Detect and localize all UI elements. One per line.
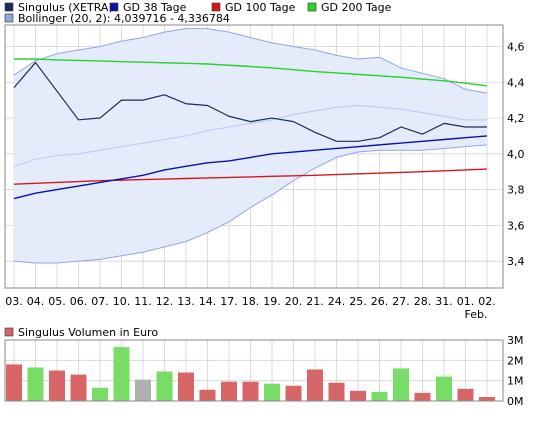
x-tick-label: 03.: [5, 295, 23, 308]
singulus-price-line: [14, 58, 488, 87]
plot-border: [4, 24, 504, 289]
x-tick-label: 25.: [349, 295, 367, 308]
volume-bar: [27, 367, 44, 401]
volume-bar: [70, 374, 87, 401]
volume-bar: [371, 391, 388, 401]
volume-bar: [393, 368, 409, 401]
x-tick-label: 28.: [414, 295, 432, 308]
legend-swatch: [4, 327, 14, 337]
volume-bar: [328, 382, 345, 401]
volume-bar: [178, 372, 194, 401]
volume-bar: [436, 376, 452, 401]
x-tick-label: 13.: [177, 295, 195, 308]
volume-plot-frame: [4, 339, 504, 402]
volume-tick-label: 3M: [507, 334, 524, 347]
volume-bar: [457, 388, 474, 401]
x-tick-label: 01.: [457, 295, 475, 308]
x-tick-label: 21.: [306, 295, 324, 308]
price-axis: 3,4 3,6 3,8 4,0 4,2 4,4 4,6: [507, 40, 525, 268]
y-tick-label: 4,2: [507, 112, 525, 125]
gd200-line: [13, 61, 487, 142]
volume-bar: [242, 381, 259, 401]
volume-bar: [350, 390, 366, 401]
x-tick-label: 26.: [371, 295, 389, 308]
bollinger-band: [13, 28, 488, 264]
x-tick-label: 10.: [113, 295, 131, 308]
volume-bar: [221, 381, 237, 401]
volume-axis: 0M 1M 2M 3M: [507, 334, 524, 408]
legend-swatch: [307, 2, 317, 12]
legend-label: GD 200 Tage: [321, 1, 392, 14]
y-tick-label: 3,6: [507, 219, 525, 232]
legend-label: Singulus Volumen in Euro: [18, 326, 158, 339]
x-tick-label: 18.: [242, 295, 260, 308]
volume-bar: [414, 392, 431, 401]
volume-bar: [285, 385, 302, 401]
volume-legend: Singulus Volumen in Euro: [4, 326, 158, 339]
x-tick-label: 27.: [392, 295, 410, 308]
volume-bar: [156, 371, 173, 401]
x-tick-sublabel: Feb.: [465, 308, 488, 321]
y-tick-label: 3,4: [507, 255, 525, 268]
volume-bar: [199, 389, 216, 401]
gd38-line: [13, 168, 488, 185]
bollinger-upper-line: [13, 28, 488, 94]
volume-tick-label: 2M: [507, 354, 524, 367]
y-tick-label: 4,4: [507, 76, 525, 89]
main-plot-frame: [4, 24, 504, 289]
bollinger-band-area: [14, 28, 487, 263]
legend-swatch: [211, 2, 221, 12]
x-tick-label: 19.: [263, 295, 281, 308]
date-axis: 03. 04. 05. 06. 07. 10. 11. 12. 13. 14. 17. 18. 19. 2…: [5, 295, 496, 321]
legend-top: Singulus (XETRA) GD 38 Tage GD 100 Tage GD …: [4, 1, 392, 25]
series-lines: [13, 58, 488, 200]
x-tick-label: 14.: [199, 295, 217, 308]
x-tick-label: 11.: [134, 295, 152, 308]
x-tick-label: 06.: [70, 295, 88, 308]
bollinger-lower-line: [13, 144, 488, 264]
volume-tick-label: 1M: [507, 375, 524, 388]
volume-bar: [49, 370, 65, 401]
volume-bar: [92, 387, 108, 401]
volume-bar: [264, 383, 280, 401]
x-tick-label: 05.: [48, 295, 66, 308]
legend-label: Bollinger (20, 2): 4,039716 - 4,336784: [18, 12, 230, 25]
x-tick-label: 12.: [156, 295, 174, 308]
y-tick-label: 4,0: [507, 148, 525, 161]
legend-swatch: [109, 2, 119, 12]
x-tick-label: 24.: [328, 295, 346, 308]
volume-bars: [6, 347, 495, 401]
volume-bar: [307, 369, 323, 401]
bollinger-middle-line: [13, 105, 487, 167]
volume-bar: [479, 396, 495, 401]
volume-bar: [113, 347, 130, 401]
volume-bar: [135, 379, 151, 401]
plot-border: [4, 339, 504, 402]
x-tick-label: 20.: [285, 295, 303, 308]
x-tick-label: 07.: [91, 295, 109, 308]
x-tick-label: 31.: [435, 295, 453, 308]
gd100-line: [13, 135, 488, 200]
legend-label: GD 38 Tage: [123, 1, 187, 14]
x-tick-label: 02.: [478, 295, 496, 308]
volume-tick-label: 0M: [507, 395, 524, 408]
x-tick-label: 04.: [27, 295, 45, 308]
legend-label: GD 100 Tage: [225, 1, 296, 14]
legend-swatch: [4, 2, 14, 12]
volume-bar: [6, 364, 22, 401]
y-tick-label: 3,8: [507, 184, 525, 197]
y-tick-label: 4,6: [507, 40, 525, 53]
legend-swatch: [4, 13, 14, 23]
x-tick-label: 17.: [220, 295, 238, 308]
legend-label: Singulus (XETRA): [18, 1, 113, 14]
